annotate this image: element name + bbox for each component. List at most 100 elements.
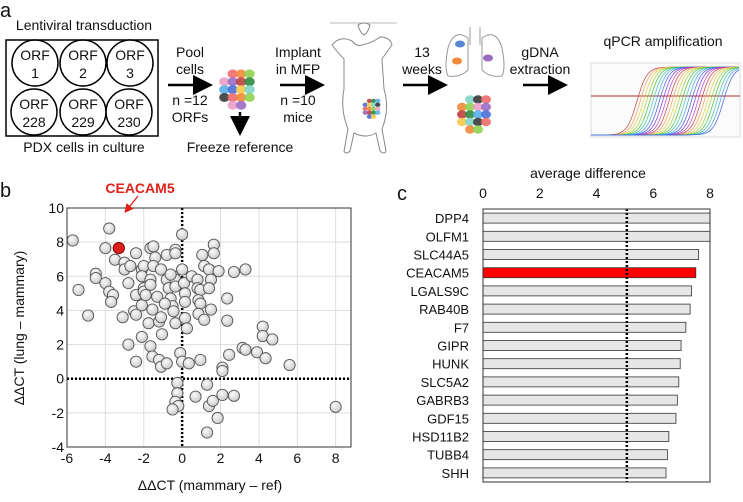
- scatter-point: [89, 271, 102, 285]
- scatter-point: [194, 297, 207, 310]
- scatter-point: [169, 317, 182, 330]
- bar-ticks: 0 2 4 6 8: [479, 185, 714, 201]
- panel-b-label: b: [0, 180, 11, 202]
- category-label: RAB40B: [419, 302, 469, 317]
- pool-label-2: cells: [176, 61, 204, 77]
- scatter-point: [178, 312, 192, 325]
- well-label: ORF: [20, 47, 50, 63]
- category-label: TUBB4: [427, 448, 469, 463]
- bars: DPP4 OLFM1 SLC44A5 CEACAM5 LGALS9C RAB40B F7 GI…: [406, 209, 711, 482]
- well-label: ORF: [19, 96, 49, 112]
- scatter-point: [139, 289, 152, 302]
- category-label: SLC5A2: [421, 375, 469, 390]
- well: ORF 3: [106, 39, 154, 87]
- bar-rab40b: [482, 303, 691, 315]
- bar-olfm1: [482, 230, 711, 242]
- scatter-point: [171, 376, 184, 390]
- scatter-point: [329, 400, 342, 413]
- scatter-point: [116, 311, 129, 324]
- scatter-point: [227, 389, 240, 402]
- scatter-point: [216, 388, 229, 401]
- scatter-point: [99, 242, 112, 255]
- scatter-point: [151, 290, 164, 303]
- x-tick-label: 6: [649, 185, 657, 201]
- scatter-point: [82, 309, 95, 322]
- scatter-point: [223, 348, 236, 361]
- bar-f7: [482, 321, 687, 333]
- scatter-point: [206, 394, 219, 407]
- scatter-point: [212, 265, 225, 278]
- well-number: 229: [71, 114, 95, 130]
- scatter-point: [164, 268, 177, 281]
- scatter-point: [160, 357, 173, 370]
- category-label: HSD11B2: [412, 430, 469, 445]
- scatter-point: [201, 426, 214, 439]
- freeze-reference: Freeze reference: [187, 139, 294, 155]
- x-tick-label: 0: [479, 185, 487, 201]
- bar-hsd11b2: [482, 431, 670, 442]
- well-number: 228: [22, 114, 46, 130]
- category-label: GIPR: [437, 339, 469, 354]
- category-label: SHH: [442, 466, 469, 481]
- scatter-point: [227, 265, 240, 279]
- well-label: ORF: [68, 47, 98, 63]
- cell-pool-icon: [219, 69, 255, 110]
- well-label: ORF: [114, 96, 144, 112]
- x-tick-label: -2: [138, 450, 151, 466]
- scatter-point: [158, 297, 171, 310]
- bar-slc5a2: [482, 376, 680, 388]
- scatter-point: [239, 263, 252, 276]
- scatter-point: [124, 259, 137, 273]
- pool-n: n =12: [172, 92, 208, 108]
- scatter-point: [182, 357, 195, 370]
- bar-dpp4: [482, 212, 711, 224]
- scatter-point: [239, 343, 252, 356]
- x-tick-label: -6: [61, 450, 74, 466]
- implant-label-1: Implant: [275, 44, 321, 60]
- bar-chart-title: average difference: [530, 165, 646, 181]
- scatter-point: [166, 403, 179, 416]
- well: ORF 2: [59, 39, 107, 87]
- scatter-point: [135, 299, 148, 312]
- y-tick-label: -2: [52, 405, 65, 421]
- scatter-point: [66, 234, 79, 247]
- weeks-label-1: 13: [414, 44, 430, 60]
- well: ORF 229: [59, 88, 107, 136]
- pool-label-1: Pool: [176, 44, 204, 60]
- well-number: 2: [79, 65, 87, 81]
- scatter-point: [201, 378, 214, 391]
- scatter-point: [176, 228, 189, 241]
- scatter-point: [130, 308, 143, 321]
- recovered-cells-icon: [457, 95, 491, 134]
- scatter-point: [202, 282, 216, 295]
- pool-orfs: ORFs: [172, 109, 209, 125]
- scatter-point: [194, 353, 207, 366]
- gdna-label-2: extraction: [510, 61, 571, 77]
- mouse-icon: [330, 22, 397, 154]
- bar-slc44a5: [482, 249, 700, 260]
- bar-ceacam5: [482, 267, 697, 279]
- scatter-point: [122, 338, 135, 351]
- tumor-icon: [362, 98, 381, 119]
- scatter-point: [169, 247, 182, 260]
- scatter-point: [154, 263, 168, 276]
- x-tick-label: 4: [593, 185, 601, 201]
- well: ORF 1: [11, 39, 59, 87]
- category-label: LGALS9C: [410, 284, 469, 299]
- panel-a: a Lentiviral transduction ORF1ORF2ORF3OR…: [0, 0, 741, 155]
- y-tick-label: 0: [56, 371, 64, 387]
- well: ORF 228: [10, 88, 58, 136]
- scatter-point: [283, 359, 296, 372]
- x-tick-label: 8: [706, 185, 714, 201]
- well-number: 230: [117, 114, 141, 130]
- category-label: OLFM1: [426, 229, 469, 244]
- bar-shh: [482, 467, 667, 479]
- panel-c-label: c: [397, 183, 407, 205]
- scatter-point: [146, 303, 159, 316]
- y-tick-label: 6: [56, 268, 64, 284]
- scatter-point: [155, 328, 169, 341]
- scatter-point: [189, 390, 202, 403]
- bar-gipr: [482, 340, 682, 351]
